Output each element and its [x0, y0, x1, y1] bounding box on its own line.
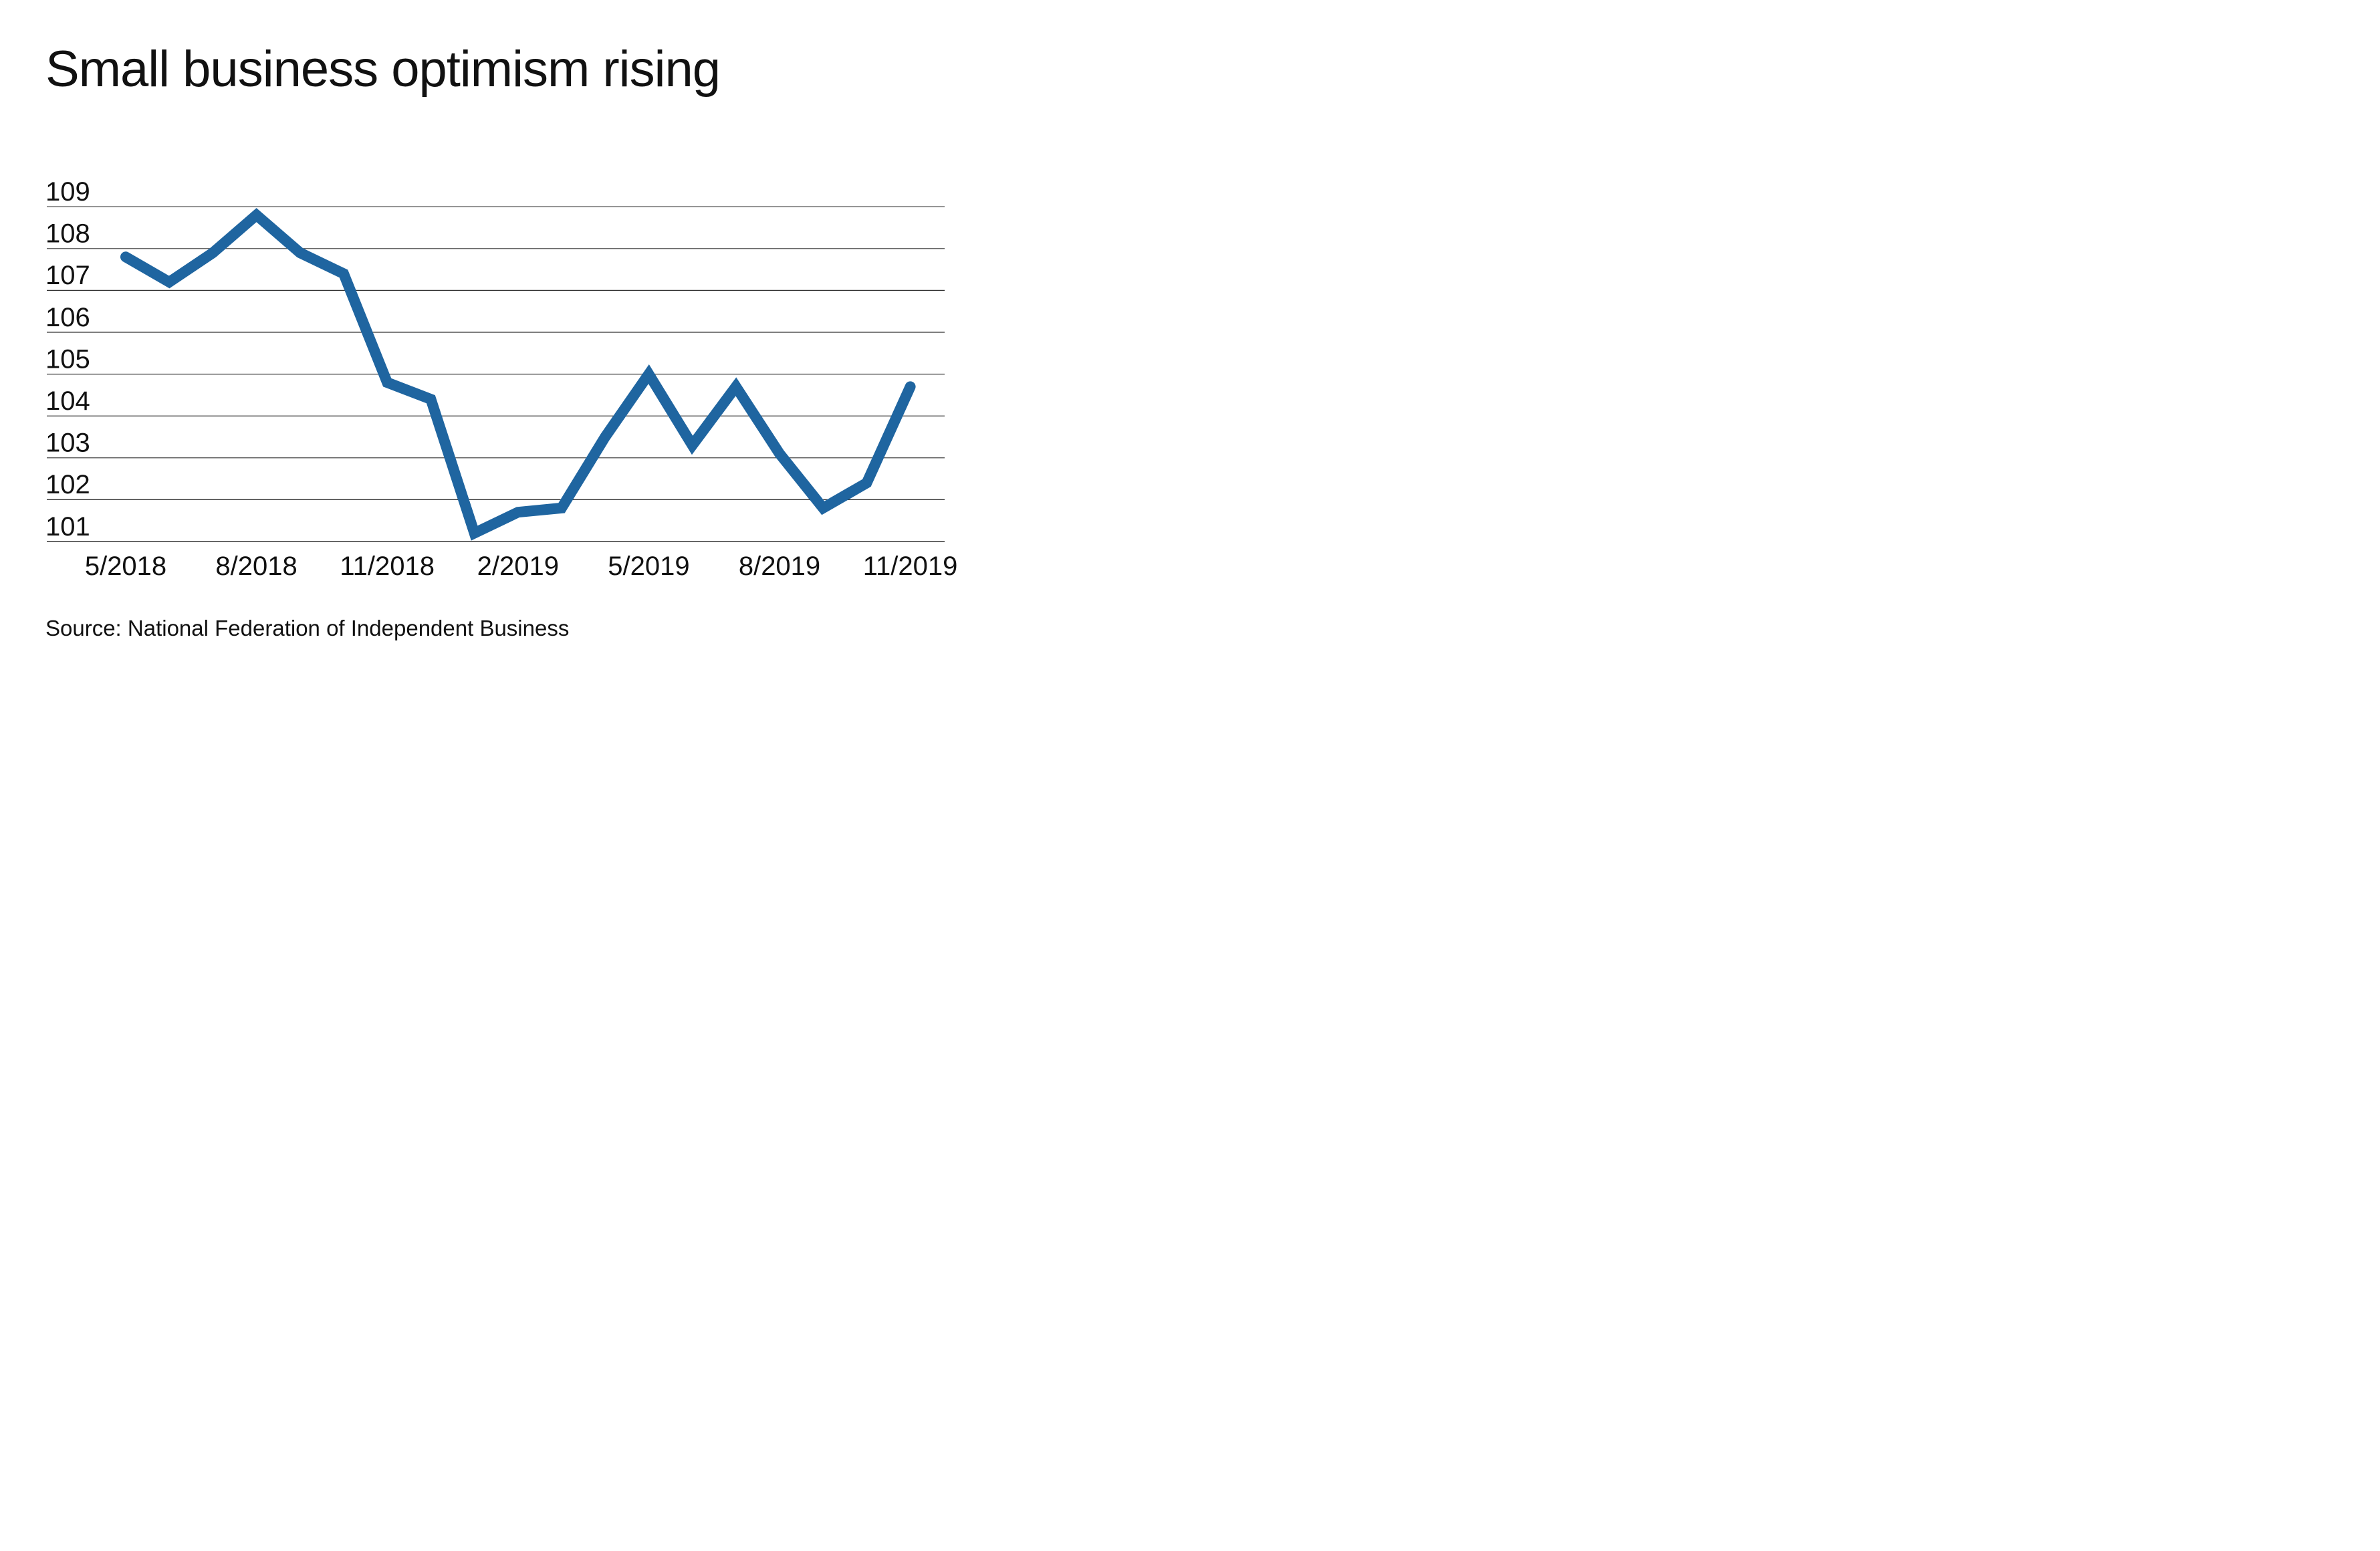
- y-tick-label: 102: [45, 470, 90, 499]
- series-layer: [120, 208, 916, 541]
- line-chart: 109 108 107 106 105 104 103 102 101 5/2018 8/2018…: [45, 177, 958, 581]
- chart-title: Small business optimism rising: [45, 41, 721, 98]
- x-tick-label: 2/2019: [477, 552, 559, 581]
- x-tick-label: 5/2018: [85, 552, 166, 581]
- y-tick-label: 108: [45, 219, 90, 249]
- y-tick-label: 107: [45, 261, 90, 290]
- x-tick-label: 8/2019: [739, 552, 820, 581]
- x-tick-label: 5/2019: [608, 552, 689, 581]
- x-tick-label: 11/2018: [340, 552, 435, 581]
- x-tick-label: 8/2018: [215, 552, 297, 581]
- y-tick-label: 106: [45, 303, 90, 332]
- gridlines: [47, 206, 945, 542]
- y-tick-label: 104: [45, 386, 90, 416]
- y-axis-tick-labels: 109 108 107 106 105 104 103 102 101: [45, 177, 90, 542]
- y-tick-label: 103: [45, 429, 90, 458]
- y-tick-label: 109: [45, 177, 90, 207]
- x-tick-label: 11/2019: [863, 552, 958, 581]
- source-note: Source: National Federation of Independe…: [45, 616, 570, 640]
- x-axis-tick-labels: 5/2018 8/2018 11/2018 2/2019 5/2019 8/2019 11/…: [85, 552, 958, 581]
- y-tick-label: 105: [45, 344, 90, 374]
- y-tick-label: 101: [45, 512, 90, 542]
